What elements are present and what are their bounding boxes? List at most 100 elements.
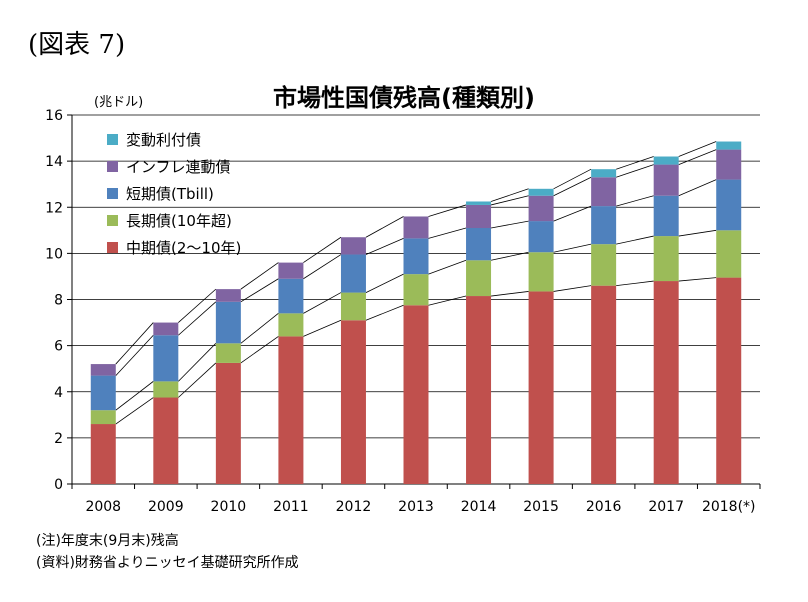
series-connector-line (115, 334, 154, 376)
bar-segment (90, 410, 116, 425)
bar-segment (90, 364, 116, 376)
bar-segment (591, 285, 617, 484)
note-footnote: (注)年度末(9月末)残高 (36, 533, 179, 549)
legend-item: 変動利付債 (107, 126, 241, 153)
bar-segment (653, 156, 679, 165)
bar-segment (278, 336, 304, 484)
legend-item: 中期債(2〜10年) (107, 234, 241, 261)
series-connector-line (428, 259, 467, 275)
bar-segment (591, 177, 617, 207)
series-connector-line (616, 195, 654, 207)
bar-segment (528, 252, 554, 292)
series-connector-line (303, 254, 342, 280)
series-connector-line (616, 280, 654, 287)
x-tick-label: 2008 (85, 499, 121, 515)
x-tick-label: 2009 (148, 499, 184, 515)
series-connector-lines (115, 141, 717, 425)
legend-swatch (107, 161, 118, 172)
y-tick-label: 0 (54, 477, 63, 493)
series-connector-line (490, 188, 529, 202)
bar-segment (90, 424, 116, 484)
bar-segment (278, 278, 304, 314)
legend-swatch (107, 215, 118, 226)
legend-swatch (107, 188, 118, 199)
y-axis-unit: (兆ドル) (94, 95, 144, 110)
series-connector-line (303, 319, 342, 337)
y-tick-label: 6 (54, 339, 63, 355)
bars (90, 141, 742, 484)
legend-item: 長期債(10年超) (107, 207, 241, 234)
series-connector-line (428, 227, 467, 239)
series-connector-line (678, 229, 717, 237)
series-connector-line (240, 336, 279, 364)
y-tick-label: 14 (45, 154, 63, 170)
series-connector-line (678, 277, 717, 282)
series-connector-line (178, 343, 217, 382)
x-tick-label: 2017 (648, 499, 684, 515)
bar-segment (215, 289, 241, 302)
bar-segment (340, 254, 366, 293)
bar-segment (340, 237, 366, 255)
x-tick-label: 2014 (461, 499, 497, 515)
bar-segment (403, 216, 429, 239)
series-connector-line (303, 236, 342, 263)
tick-labels: 0 2 4 6 8 10 12 14 16 2008 2009 2010 2011 2012 2013 201… (45, 108, 755, 515)
figure-label: (図表 7) (28, 30, 126, 60)
series-connector-line (365, 238, 404, 255)
series-connector-line (490, 291, 529, 297)
bar-segment (716, 149, 742, 180)
bar-segment (278, 262, 304, 279)
series-connector-line (365, 273, 404, 293)
x-tick-label: 2013 (398, 499, 434, 515)
y-tick-label: 16 (45, 108, 63, 124)
series-connector-line (178, 301, 217, 336)
bar-segment (466, 201, 492, 205)
bar-segment (591, 244, 617, 286)
x-tick-label: 2015 (523, 499, 559, 515)
bar-segment (466, 296, 492, 484)
y-tick-label: 2 (54, 431, 63, 447)
series-connector-line (490, 220, 529, 229)
note-source: (資料)財務省よりニッセイ基礎研究所作成 (36, 555, 299, 571)
bar-segment (528, 291, 554, 484)
legend-label: 長期債(10年超) (126, 212, 232, 230)
bar-segment (215, 343, 241, 363)
legend: 変動利付債 インフレ連動債 短期債(Tbill) 長期債(10年超) 中期債(2〜10年… (107, 126, 241, 261)
legend-label: インフレ連動債 (126, 158, 231, 176)
series-connector-line (678, 141, 717, 157)
series-connector-line (616, 156, 654, 170)
y-tick-label: 8 (54, 293, 63, 309)
bar-segment (653, 281, 679, 484)
x-tick-label: 2018(*) (702, 499, 756, 515)
bar-segment (653, 164, 679, 196)
bar-segment (653, 195, 679, 237)
bar-segment (528, 195, 554, 222)
series-connector-line (553, 205, 592, 222)
series-connector-line (365, 216, 404, 238)
bar-segment (403, 274, 429, 306)
legend-swatch (107, 242, 118, 253)
series-connector-line (678, 179, 717, 197)
x-tick-label: 2012 (336, 499, 372, 515)
bar-segment (716, 230, 742, 278)
bar-segment (278, 313, 304, 337)
bar-segment (466, 260, 492, 297)
series-connector-line (240, 313, 279, 344)
bar-segment (153, 335, 179, 382)
series-connector-line (178, 288, 217, 323)
y-tick-label: 10 (45, 246, 63, 262)
legend-item: インフレ連動債 (107, 153, 241, 180)
series-connector-line (490, 195, 529, 206)
series-connector-line (616, 164, 654, 178)
bar-segment (591, 169, 617, 178)
bar-segment (466, 228, 492, 261)
series-connector-line (178, 362, 217, 398)
series-connector-line (553, 176, 592, 197)
legend-label: 中期債(2〜10年) (126, 239, 242, 257)
bar-segment (215, 301, 241, 344)
bar-segment (215, 362, 241, 484)
bar-segment (716, 179, 742, 231)
series-connector-line (303, 292, 342, 314)
bar-segment (528, 188, 554, 196)
